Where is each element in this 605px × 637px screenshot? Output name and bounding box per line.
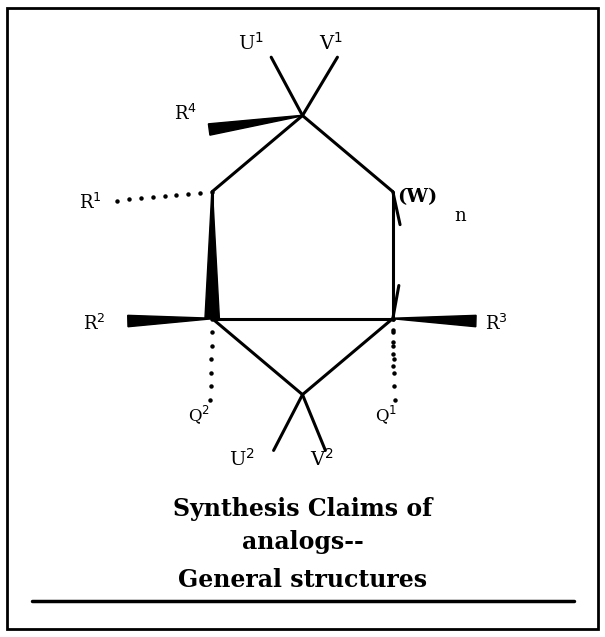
Text: General structures: General structures — [178, 568, 427, 592]
Text: n: n — [454, 207, 466, 225]
Polygon shape — [393, 315, 476, 327]
Text: Synthesis Claims of: Synthesis Claims of — [173, 497, 432, 521]
Text: U$^1$: U$^1$ — [238, 32, 264, 54]
Text: V$^2$: V$^2$ — [310, 448, 333, 470]
Text: U$^2$: U$^2$ — [229, 448, 255, 470]
Polygon shape — [205, 192, 220, 318]
Text: R$^2$: R$^2$ — [83, 313, 106, 334]
Text: Q$^2$: Q$^2$ — [188, 403, 210, 426]
Text: V$^1$: V$^1$ — [319, 32, 343, 54]
Text: R$^4$: R$^4$ — [174, 104, 197, 124]
Text: R$^1$: R$^1$ — [79, 193, 102, 213]
Text: R$^3$: R$^3$ — [485, 313, 508, 334]
Polygon shape — [128, 315, 212, 327]
Text: Q$^1$: Q$^1$ — [374, 403, 397, 426]
Text: (W): (W) — [397, 188, 437, 206]
Polygon shape — [208, 115, 302, 135]
Text: analogs--: analogs-- — [241, 530, 364, 554]
